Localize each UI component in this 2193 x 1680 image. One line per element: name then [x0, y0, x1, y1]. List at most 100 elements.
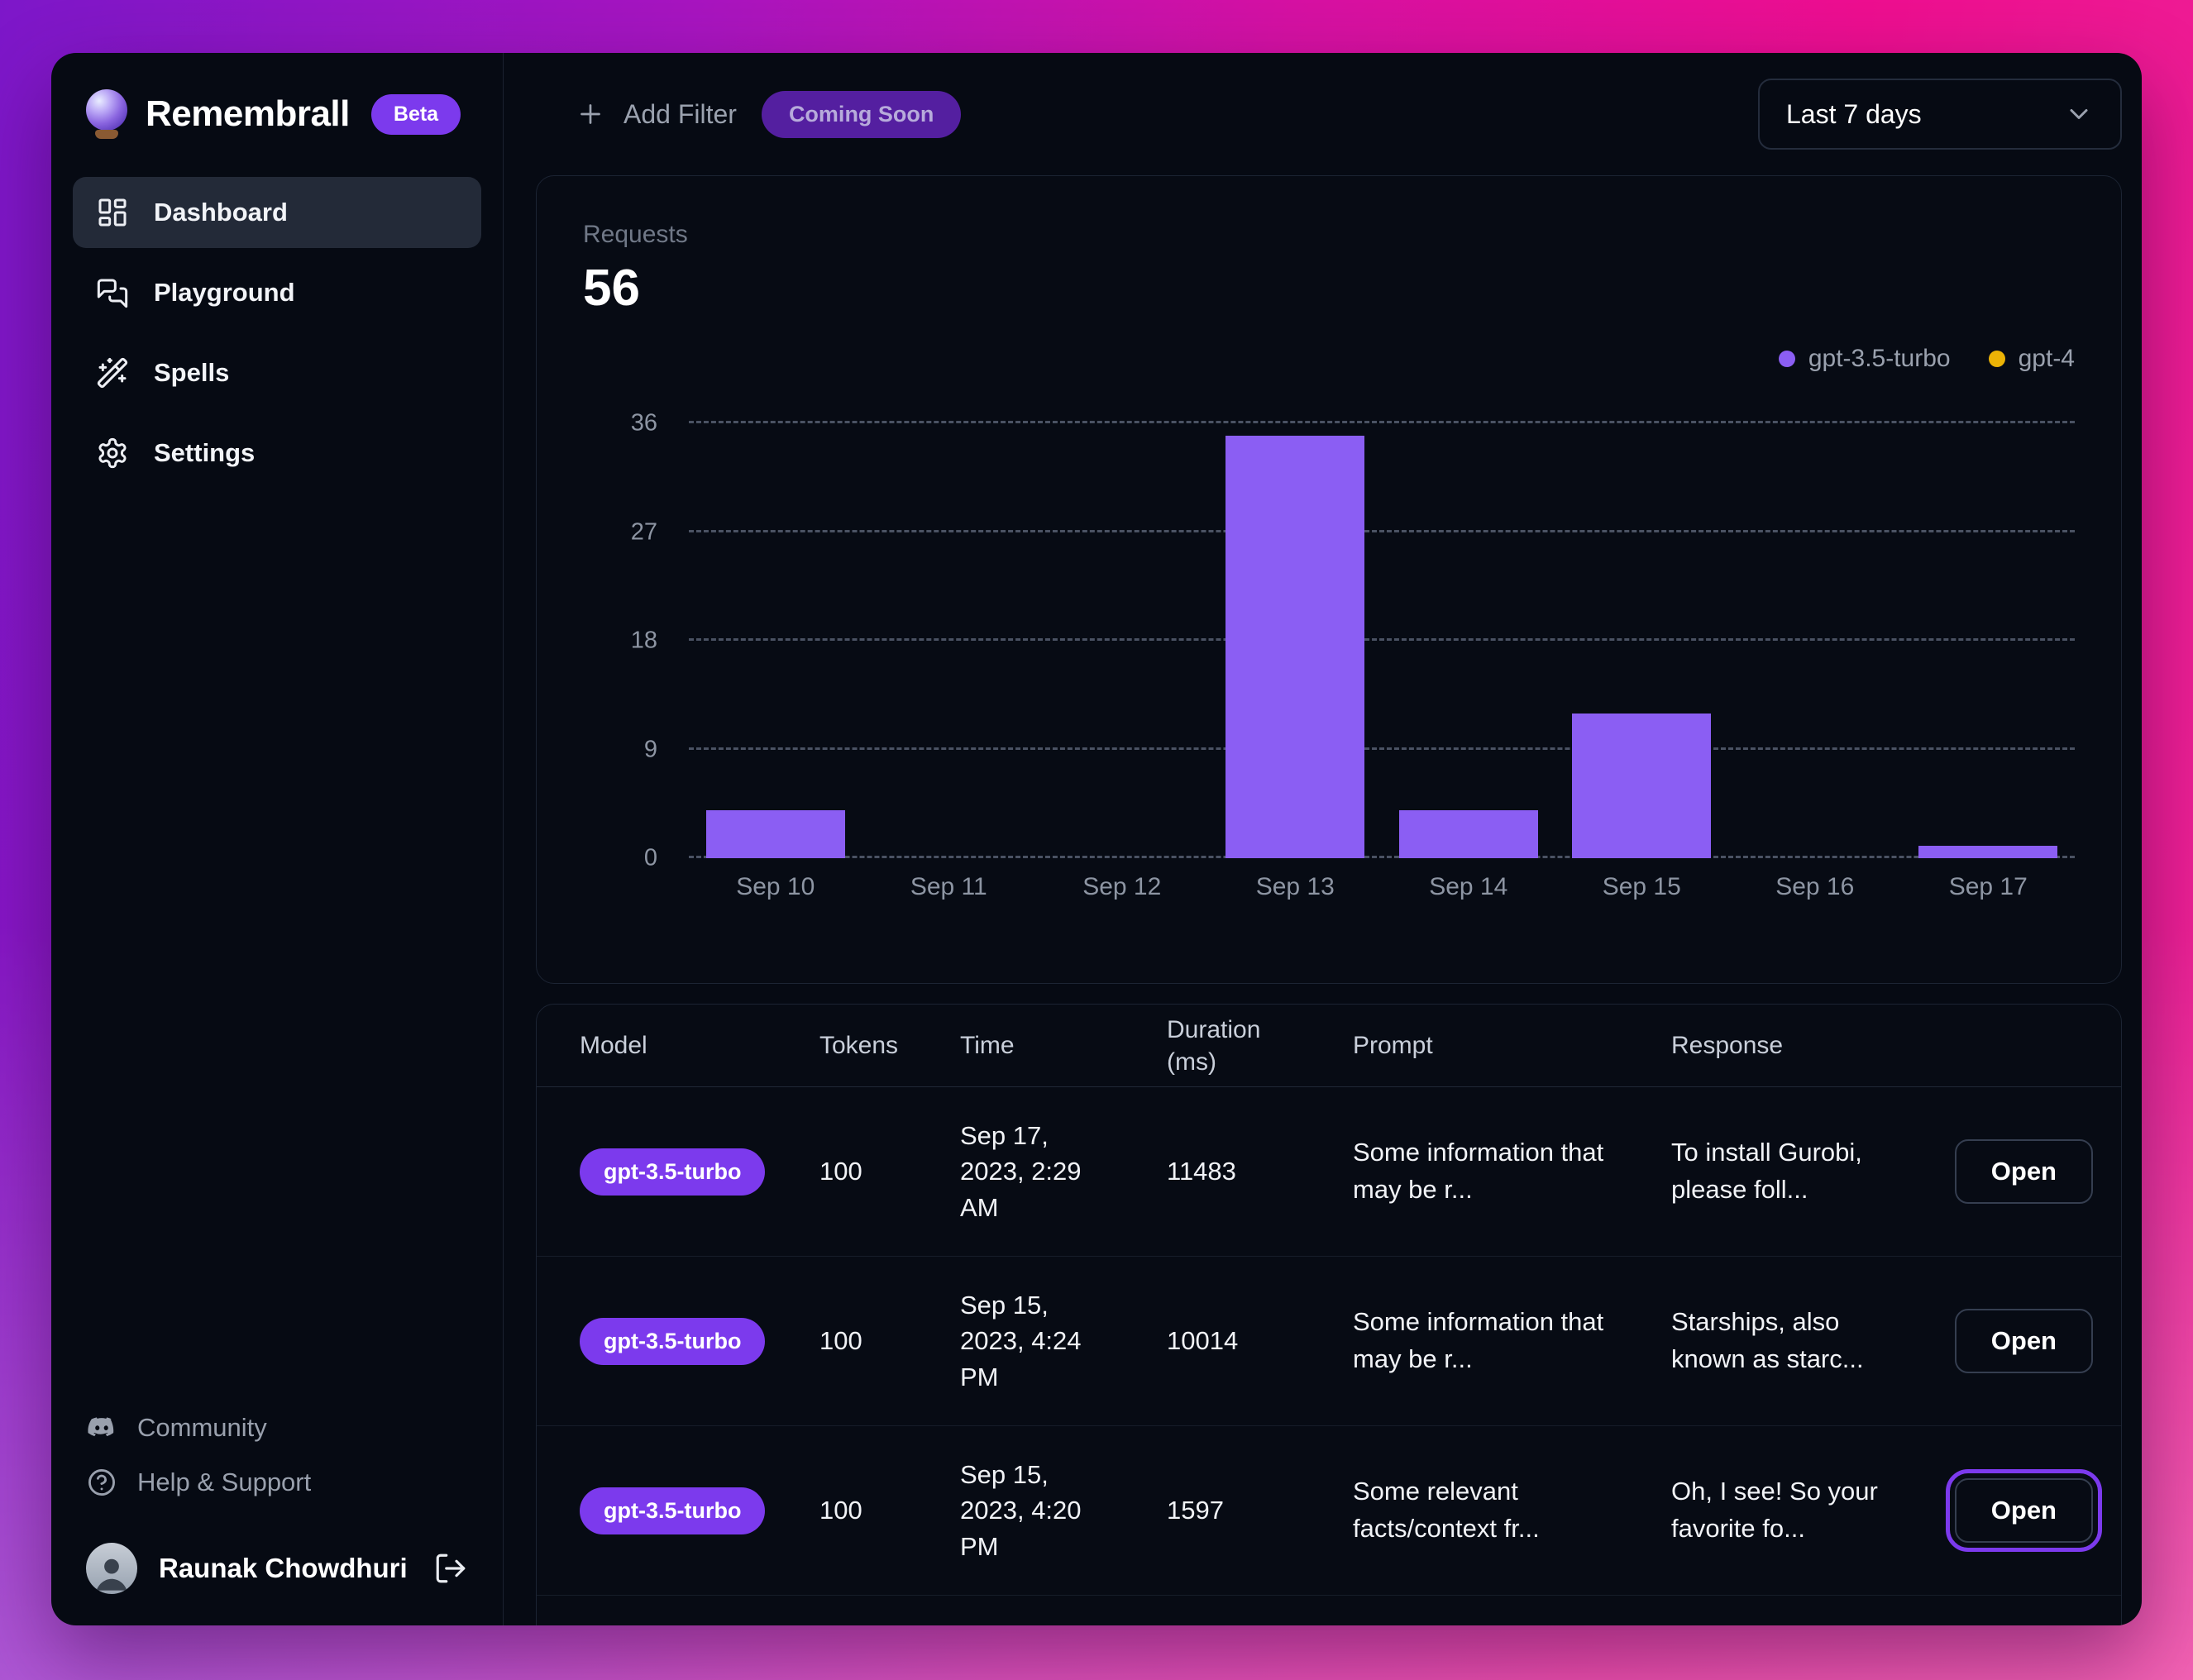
- x-axis-label: Sep 14: [1429, 873, 1508, 900]
- footer-item-label: Community: [137, 1413, 267, 1442]
- metric-label: Requests: [583, 221, 688, 248]
- bar-gpt-3.5-turbo-sep-14[interactable]: [1398, 809, 1538, 858]
- sidebar-item-community[interactable]: Community: [86, 1404, 468, 1452]
- tokens-cell: 100: [819, 1326, 862, 1355]
- bar-slot-sep-16: [1728, 423, 1902, 858]
- requests-table-card: Model Tokens Time Duration (ms) Prompt R…: [536, 1004, 2122, 1625]
- y-axis-tick: 18: [630, 627, 657, 654]
- logout-icon[interactable]: [433, 1551, 468, 1586]
- column-header-model: Model: [580, 1031, 647, 1059]
- beta-badge: Beta: [370, 93, 461, 135]
- footer-item-label: Help & Support: [137, 1468, 312, 1496]
- sidebar-item-label: Settings: [154, 438, 256, 467]
- table-header-row: Model Tokens Time Duration (ms) Prompt R…: [537, 1005, 2121, 1087]
- user-avatar: [86, 1543, 137, 1594]
- bar-slot-sep-15: [1555, 423, 1729, 858]
- response-cell: To install Gurobi, please foll...: [1671, 1138, 1862, 1204]
- bar-chart: 0 9 18 27 36 Sep 10 Sep 11 Sep 12 Sep 13 Sep 14 S…: [583, 410, 2076, 909]
- sidebar-item-spells[interactable]: Spells: [73, 337, 481, 408]
- y-axis-tick: 27: [630, 518, 657, 545]
- response-cell: Starships, also known as starc...: [1671, 1307, 1864, 1373]
- prompt-cell: Some information that may be r...: [1353, 1307, 1604, 1373]
- duration-cell: 11483: [1167, 1157, 1236, 1186]
- sidebar-item-label: Dashboard: [154, 198, 288, 227]
- duration-cell: 1597: [1167, 1496, 1224, 1525]
- x-axis: Sep 10 Sep 11 Sep 12 Sep 13 Sep 14 Sep 15 Sep …: [689, 873, 2075, 909]
- x-axis-label: Sep 13: [1255, 873, 1335, 900]
- gridline-y-36: [689, 421, 2075, 423]
- bar-gpt-3.5-turbo-sep-15[interactable]: [1572, 713, 1712, 858]
- main-content: Add Filter Coming Soon Last 7 days Reque…: [504, 53, 2142, 1625]
- dashboard-grid-icon: [96, 196, 129, 229]
- requests-chart-card: Requests 56 gpt-3.5-turbo gpt-4 0 9 18 27 36…: [536, 175, 2122, 984]
- date-range-value: Last 7 days: [1786, 98, 1922, 129]
- bar-gpt-3.5-turbo-sep-17[interactable]: [1918, 846, 2058, 858]
- add-filter-label: Add Filter: [624, 98, 737, 129]
- y-axis: 0 9 18 27 36: [583, 410, 657, 871]
- bar-gpt-3.5-turbo-sep-10[interactable]: [705, 809, 845, 858]
- app-window: Remembrall Beta Dashboard Playground: [51, 53, 2142, 1625]
- bar-gpt-3.5-turbo-sep-13[interactable]: [1226, 435, 1365, 858]
- table-row: gpt-3.5-turbo 100 Sep 17, 2023, 2:29 AM …: [537, 1087, 2121, 1257]
- table-row: gpt-3.5-turbo 100 Sep 15, 2023, 4:20 PM …: [537, 1426, 2121, 1596]
- prompt-cell: Some information that may be r...: [1353, 1138, 1604, 1204]
- plus-icon: [576, 99, 605, 129]
- sidebar-item-dashboard[interactable]: Dashboard: [73, 177, 481, 248]
- time-cell: Sep 15, 2023, 4:24 PM: [960, 1290, 1082, 1391]
- bar-slot-sep-10: [689, 423, 862, 858]
- bar-slot-sep-11: [862, 423, 1036, 858]
- bar-slot-sep-14: [1382, 423, 1555, 858]
- x-axis-label: Sep 11: [910, 873, 987, 900]
- gridline-y-18: [689, 638, 2075, 641]
- x-axis-label: Sep 16: [1775, 873, 1855, 900]
- help-circle-icon: [86, 1467, 117, 1498]
- chevron-down-icon: [2064, 99, 2094, 129]
- bar-slot-sep-17: [1902, 423, 2076, 858]
- legend-dot-yellow: [1988, 351, 2005, 367]
- crystal-ball-logo-icon: [84, 89, 129, 139]
- sidebar-item-settings[interactable]: Settings: [73, 418, 481, 489]
- prompt-cell: Some relevant facts/context fr...: [1353, 1477, 1540, 1543]
- open-button[interactable]: Open: [1945, 1469, 2103, 1552]
- legend-item-gpt-4[interactable]: gpt-4: [1988, 345, 2075, 373]
- legend-item-gpt-3-5-turbo[interactable]: gpt-3.5-turbo: [1778, 345, 1951, 373]
- logo-row: Remembrall Beta: [73, 86, 481, 142]
- column-header-prompt: Prompt: [1353, 1031, 1433, 1059]
- table-row: gpt-3.5-turbo 100 Sep 15, 2023, 4:24 PM …: [537, 1257, 2121, 1426]
- tokens-cell: 100: [819, 1496, 862, 1525]
- sidebar-item-help-support[interactable]: Help & Support: [86, 1458, 468, 1506]
- x-axis-label: Sep 12: [1082, 873, 1162, 900]
- bar-slot-sep-12: [1035, 423, 1209, 858]
- gear-icon: [96, 437, 129, 470]
- coming-soon-badge: Coming Soon: [761, 90, 962, 138]
- open-button[interactable]: Open: [1954, 1139, 2093, 1204]
- sidebar-item-playground[interactable]: Playground: [73, 257, 481, 328]
- add-filter-button[interactable]: Add Filter: [576, 99, 737, 130]
- time-cell: Sep 15, 2023, 4:20 PM: [960, 1459, 1082, 1561]
- bar-slot-sep-13: [1209, 423, 1383, 858]
- date-range-select[interactable]: Last 7 days: [1758, 79, 2122, 150]
- plot-area: [689, 421, 2076, 858]
- sidebar-footer: Community Help & Support Raunak Chowdhur…: [73, 1404, 481, 1601]
- column-header-tokens: Tokens: [819, 1031, 899, 1059]
- y-axis-tick: 36: [630, 409, 657, 437]
- model-badge: gpt-3.5-turbo: [580, 1317, 766, 1365]
- legend-dot-purple: [1778, 351, 1795, 367]
- x-axis-label: Sep 15: [1602, 873, 1681, 900]
- discord-icon: [86, 1412, 117, 1444]
- gridline-y-27: [689, 529, 2075, 532]
- response-cell: Oh, I see! So your favorite fo...: [1671, 1477, 1878, 1543]
- column-header-duration: Duration (ms): [1167, 1015, 1261, 1076]
- sidebar-item-label: Playground: [154, 278, 295, 307]
- sidebar-nav: Dashboard Playground Spells Settings: [73, 177, 481, 489]
- time-cell: Sep 17, 2023, 2:29 AM: [960, 1120, 1082, 1222]
- open-button[interactable]: Open: [1954, 1309, 2093, 1373]
- legend-label: gpt-4: [2018, 345, 2075, 372]
- tokens-cell: 100: [819, 1157, 862, 1186]
- user-name: Raunak Chowdhuri: [159, 1553, 408, 1583]
- x-axis-label: Sep 17: [1948, 873, 2028, 900]
- legend-label: gpt-3.5-turbo: [1808, 345, 1951, 372]
- user-row[interactable]: Raunak Chowdhuri: [86, 1536, 468, 1601]
- column-header-response: Response: [1671, 1031, 1784, 1059]
- column-header-time: Time: [960, 1031, 1015, 1059]
